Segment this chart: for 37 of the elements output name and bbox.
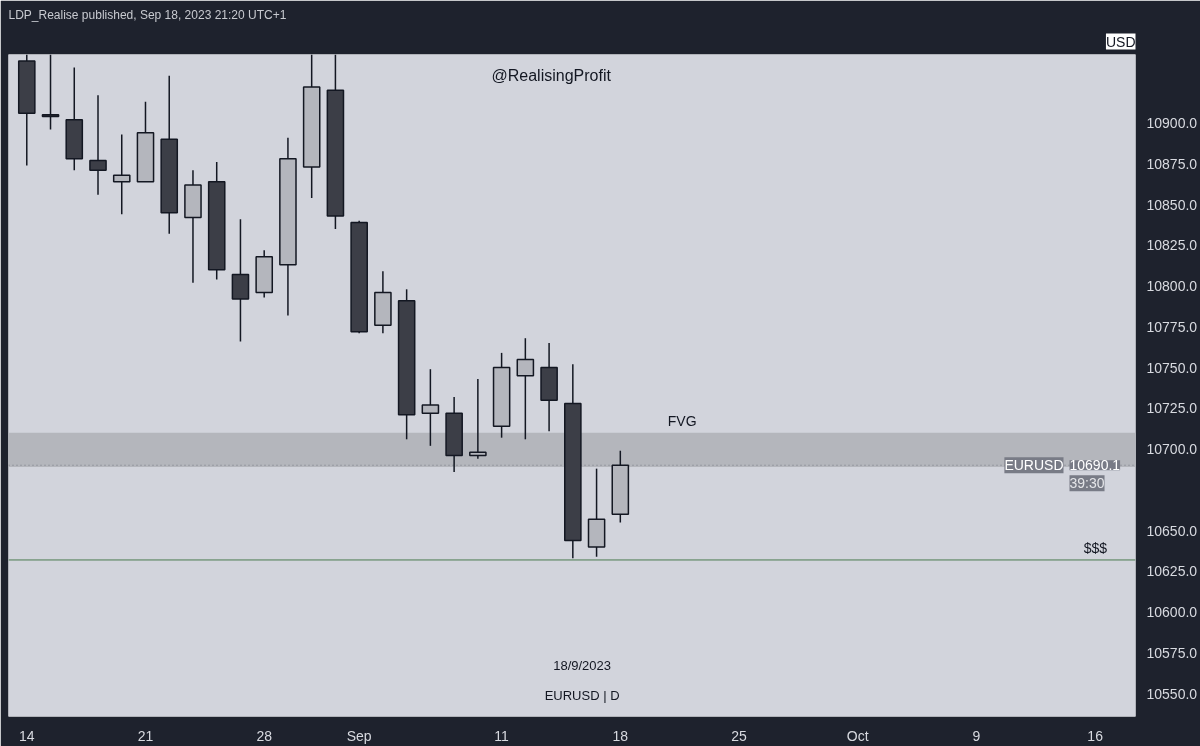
annotation: 18/9/2023 (553, 658, 612, 674)
candlestick (112, 133, 131, 216)
y-tick-label: 10825.0 (1146, 237, 1198, 254)
annotation: 10690.1 (1069, 457, 1121, 474)
annotation: EURUSD | D (544, 688, 620, 704)
y-tick-label: 10600.0 (1146, 604, 1198, 621)
y-tick-label: 10750.0 (1146, 359, 1198, 376)
y-tick-label: 10900.0 (1146, 114, 1198, 131)
y-axis-title: USD (1105, 33, 1136, 50)
chart-title: LDP_Realise published, Sep 18, 2023 21:20 UTC+1 (8, 7, 287, 22)
y-tick-label: 10700.0 (1146, 441, 1198, 458)
y-tick-label: 10725.0 (1146, 400, 1198, 417)
x-tick-label: 25 (731, 727, 748, 744)
y-tick-label: 10850.0 (1146, 196, 1198, 213)
x-tick-label: 9 (972, 727, 981, 744)
x-tick-label: Oct (846, 727, 869, 744)
x-tick-label: 21 (137, 727, 154, 744)
y-tick-label: 10800.0 (1146, 278, 1198, 295)
x-tick-label: Sep (346, 727, 372, 744)
x-tick-label: 16 (1087, 727, 1104, 744)
annotation: 39:30 (1069, 475, 1105, 492)
x-tick-label: 11 (494, 727, 510, 744)
x-tick-label: 18 (612, 727, 629, 744)
candlestick (41, 54, 60, 131)
ref-line-label: $$$ (1083, 539, 1108, 556)
x-tick-label: 28 (256, 727, 273, 744)
ref-line-label: EURUSD (1004, 457, 1064, 474)
annotation: @RealisingProfit (491, 67, 612, 85)
band-label: FVG (667, 412, 697, 429)
y-tick-label: 10650.0 (1146, 522, 1198, 539)
y-tick-label: 10575.0 (1146, 644, 1198, 661)
y-tick-label: 10625.0 (1146, 563, 1198, 580)
y-tick-label: 10550.0 (1146, 685, 1198, 702)
y-tick-label: 10875.0 (1146, 155, 1198, 172)
y-tick-label: 10775.0 (1146, 318, 1198, 335)
candlestick (89, 94, 107, 196)
x-tick-label: 14 (18, 727, 35, 744)
